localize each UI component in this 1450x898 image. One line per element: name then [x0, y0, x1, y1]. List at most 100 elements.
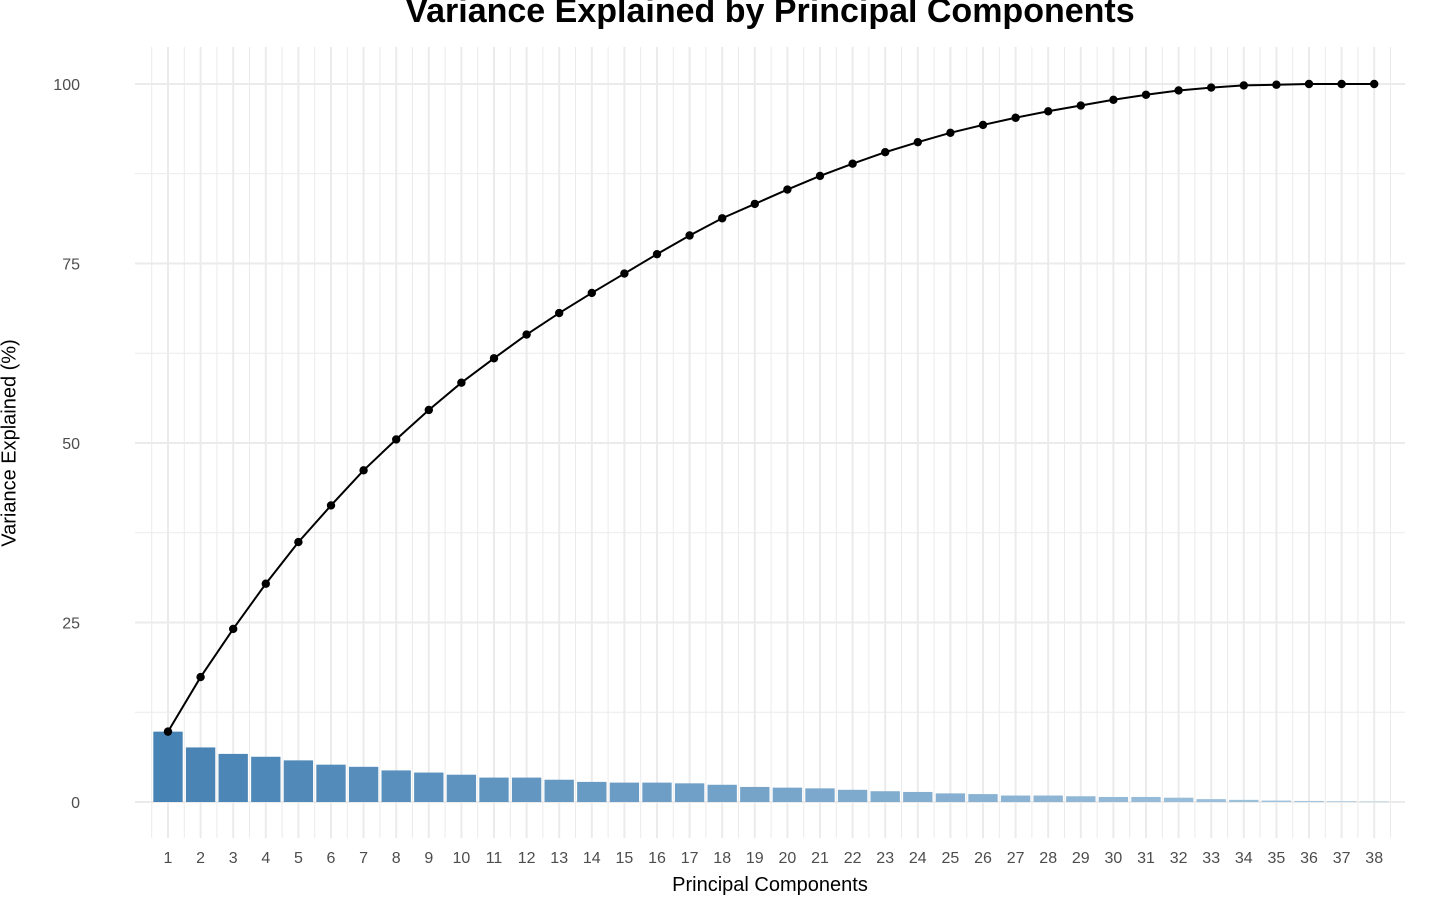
x-tick-label: 32: [1170, 850, 1188, 867]
cumulative-point-pc-31: [1141, 90, 1151, 99]
cumulative-point-pc-6: [326, 501, 336, 510]
x-tick-label: 11: [486, 850, 503, 867]
x-tick-label: 13: [550, 850, 568, 867]
bar-pc-38: [1359, 801, 1389, 803]
bar-pc-13: [544, 779, 574, 802]
x-tick-label: 2: [196, 850, 205, 867]
bar-pc-5: [283, 760, 314, 802]
x-axis-label: Principal Components: [672, 874, 868, 896]
cumulative-point-pc-27: [1011, 113, 1020, 122]
x-tick-label: 27: [1007, 850, 1025, 867]
x-tick-label: 9: [424, 850, 433, 867]
cumulative-point-pc-26: [978, 120, 988, 130]
x-tick-label: 10: [453, 850, 471, 867]
y-tick-label: 75: [62, 257, 80, 274]
x-tick-label: 30: [1105, 850, 1123, 867]
y-tick-label: 50: [62, 436, 80, 453]
bar-pc-34: [1229, 799, 1259, 802]
x-tick-label: 8: [392, 850, 401, 867]
cumulative-point-pc-24: [913, 137, 922, 147]
bar-pc-17: [674, 783, 705, 802]
bar-pc-27: [1000, 795, 1031, 802]
cumulative-point-pc-8: [392, 435, 401, 444]
x-tick-label: 21: [811, 850, 829, 867]
bar-pc-32: [1163, 797, 1194, 802]
cumulative-point-pc-9: [424, 405, 433, 415]
bar-pc-29: [1066, 796, 1096, 802]
cumulative-point-pc-25: [946, 128, 955, 138]
bar-pc-16: [642, 782, 672, 802]
bar-pc-24: [903, 791, 933, 802]
x-tick-label: 5: [294, 850, 303, 867]
cumulative-point-pc-11: [489, 354, 499, 363]
x-tick-label: 25: [942, 850, 960, 867]
bar-pc-2: [185, 747, 216, 802]
x-tick-label: 1: [164, 850, 173, 867]
cumulative-point-pc-17: [685, 231, 694, 240]
cumulative-point-pc-2: [196, 672, 205, 682]
x-tick-label: 14: [583, 850, 601, 867]
cumulative-point-pc-19: [750, 199, 759, 209]
bar-pc-30: [1098, 796, 1129, 802]
cumulative-point-pc-22: [848, 159, 857, 168]
cumulative-point-pc-33: [1207, 83, 1216, 92]
x-tick-label: 16: [648, 850, 666, 867]
x-tick-label: 24: [909, 850, 927, 867]
bar-pc-1: [153, 731, 183, 802]
cumulative-point-pc-7: [359, 466, 368, 475]
bar-pc-7: [348, 766, 379, 802]
x-tick-label: 20: [779, 850, 797, 867]
y-tick-label: 100: [53, 77, 80, 94]
cumulative-point-pc-37: [1337, 79, 1346, 89]
x-tick-label: 23: [876, 850, 894, 867]
bar-pc-22: [837, 789, 868, 802]
bar-pc-4: [251, 756, 281, 802]
chart-title: Variance Explained by Principal Componen…: [405, 0, 1135, 30]
bar-pc-15: [609, 782, 640, 802]
bar-pc-12: [511, 777, 542, 802]
cumulative-point-pc-23: [881, 148, 890, 157]
cumulative-point-pc-4: [261, 579, 270, 588]
x-tick-label: 17: [681, 850, 699, 867]
x-tick-label: 15: [616, 850, 634, 867]
bar-pc-3: [218, 753, 248, 802]
x-tick-label: 34: [1235, 850, 1253, 867]
bar-pc-18: [707, 784, 737, 802]
cumulative-point-pc-30: [1109, 95, 1118, 104]
cumulative-point-pc-29: [1076, 101, 1086, 110]
x-tick-label: 3: [229, 850, 238, 867]
x-tick-label: 18: [713, 850, 731, 867]
cumulative-point-pc-36: [1304, 79, 1314, 89]
y-axis-label: Variance Explained (%): [0, 339, 21, 547]
cumulative-point-pc-28: [1044, 107, 1053, 116]
cumulative-point-pc-32: [1174, 86, 1183, 95]
cumulative-point-pc-14: [587, 288, 596, 298]
cumulative-point-pc-16: [652, 249, 662, 259]
x-tick-label: 7: [359, 850, 368, 867]
bar-pc-14: [577, 781, 607, 802]
bar-pc-9: [414, 772, 444, 802]
bar-pc-26: [968, 794, 998, 802]
x-tick-label: 35: [1268, 850, 1286, 867]
x-tick-label: 26: [974, 850, 992, 867]
x-tick-label: 37: [1333, 850, 1351, 867]
bar-pc-10: [446, 774, 477, 802]
x-tick-label: 36: [1300, 850, 1318, 867]
cumulative-point-pc-18: [718, 214, 727, 223]
x-tick-label: 4: [261, 850, 270, 867]
cumulative-point-pc-35: [1272, 80, 1281, 89]
cumulative-point-pc-15: [620, 269, 629, 278]
cumulative-point-pc-12: [522, 330, 531, 339]
cumulative-point-pc-20: [783, 185, 792, 194]
x-tick-label: 22: [844, 850, 862, 867]
x-tick-label: 6: [327, 850, 336, 867]
bar-pc-6: [316, 764, 346, 802]
cumulative-point-pc-10: [457, 378, 466, 387]
bar-pc-25: [935, 793, 966, 802]
bar-pc-23: [870, 791, 900, 802]
bar-pc-35: [1261, 800, 1292, 802]
bar-pc-19: [740, 786, 770, 802]
cumulative-point-pc-38: [1370, 79, 1379, 89]
